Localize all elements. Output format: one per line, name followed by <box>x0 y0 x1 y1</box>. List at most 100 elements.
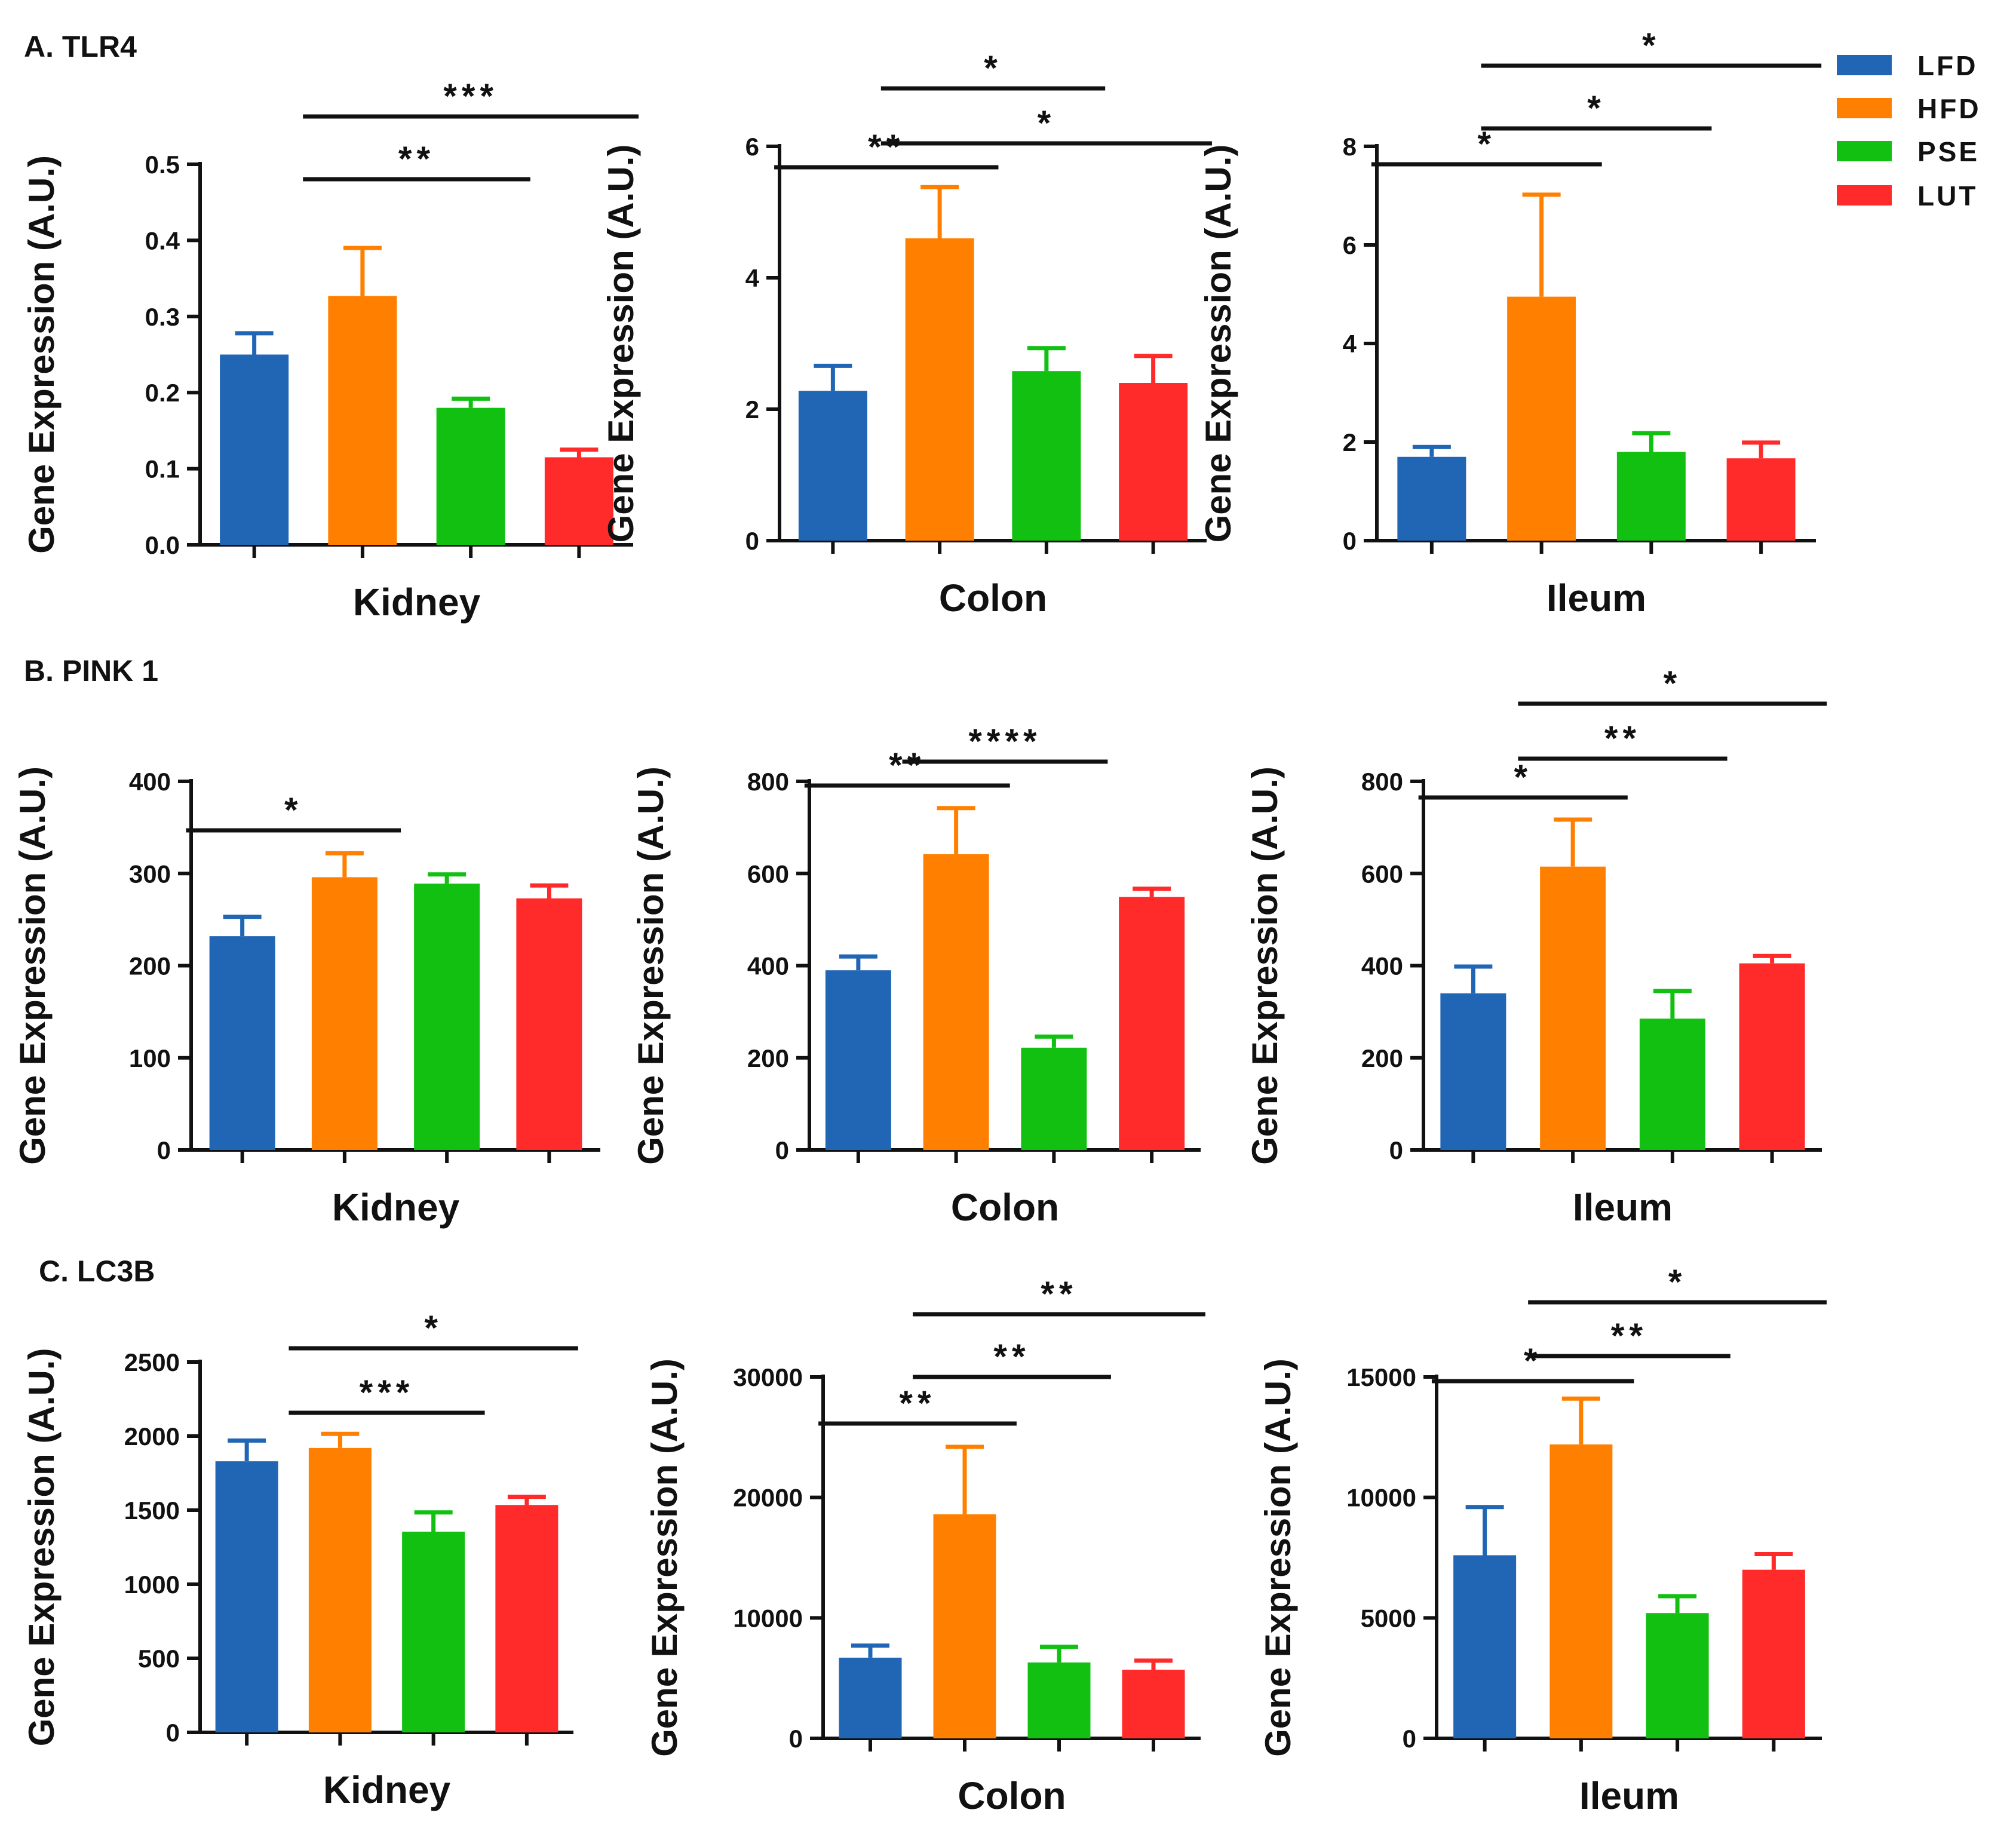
chart-tlr4-ileum: 0 2 4 6 8 * * * Ileum Gene Expression (A.U.) <box>1198 26 1822 619</box>
significance-label: * <box>1038 104 1056 143</box>
x-axis-label: Ileum <box>1573 1186 1673 1229</box>
y-tick-label: 8 <box>1343 133 1357 161</box>
x-axis-label: Ileum <box>1579 1774 1679 1817</box>
x-axis-label: Colon <box>951 1186 1059 1229</box>
y-tick-label: 20000 <box>733 1484 803 1512</box>
bar-lc3b-ileum-pse <box>1646 1613 1709 1738</box>
bar-lc3b-colon-hfd <box>933 1514 996 1738</box>
x-axis-label: Ileum <box>1546 576 1646 619</box>
row-label-pink1: B. PINK 1 <box>24 654 158 688</box>
legend-swatch-pse <box>1837 141 1892 161</box>
bar-lc3b-kidney-hfd <box>308 1447 372 1732</box>
legend-item-pse: PSE <box>1837 136 1977 167</box>
bar-pink1-ileum-lut <box>1739 963 1805 1150</box>
x-axis-label: Colon <box>939 576 1047 619</box>
significance-label: * <box>1587 89 1606 128</box>
y-axis-label: Gene Expression (A.U.) <box>22 1348 62 1747</box>
bar-lc3b-colon-pse <box>1027 1662 1091 1738</box>
bar-lc3b-ileum-lfd <box>1453 1555 1517 1738</box>
y-tick-label: 0 <box>166 1719 180 1747</box>
significance-label: ** <box>993 1338 1030 1376</box>
y-tick-label: 6 <box>745 133 759 161</box>
bar-tlr4-ileum-hfd <box>1507 296 1576 541</box>
legend-swatch-lfd <box>1837 55 1892 75</box>
bar-tlr4-kidney-lut <box>544 457 613 545</box>
y-tick-label: 1500 <box>124 1496 180 1525</box>
y-tick-label: 0.2 <box>145 379 180 407</box>
y-axis-label: Gene Expression (A.U.) <box>645 1358 685 1757</box>
significance-label: ** <box>899 1384 935 1423</box>
legend-item-lut: LUT <box>1837 180 1975 211</box>
y-tick-label: 400 <box>129 768 171 796</box>
bar-pink1-ileum-lfd <box>1440 993 1506 1150</box>
bar-tlr4-ileum-lut <box>1726 458 1796 541</box>
bar-tlr4-colon-lut <box>1119 383 1188 541</box>
bar-lc3b-colon-lfd <box>839 1657 902 1738</box>
y-tick-label: 0 <box>1403 1725 1416 1753</box>
y-tick-label: 500 <box>138 1645 180 1673</box>
significance-label: ** <box>1611 1317 1647 1355</box>
y-tick-label: 200 <box>1361 1044 1403 1072</box>
y-axis-label: Gene Expression (A.U.) <box>1258 1358 1298 1757</box>
y-axis-label: Gene Expression (A.U.) <box>1245 766 1285 1165</box>
significance-label: * <box>1477 125 1496 164</box>
bar-pink1-colon-lut <box>1119 897 1185 1150</box>
y-tick-label: 0.4 <box>145 226 180 254</box>
significance-label: * <box>1524 1342 1542 1381</box>
y-tick-label: 30000 <box>733 1363 803 1391</box>
bar-lc3b-kidney-lut <box>495 1505 559 1732</box>
bar-lc3b-colon-lut <box>1122 1670 1185 1738</box>
bar-tlr4-kidney-lfd <box>220 354 289 545</box>
bar-lc3b-kidney-lfd <box>215 1461 278 1732</box>
bar-tlr4-kidney-hfd <box>328 296 397 545</box>
bar-tlr4-colon-pse <box>1012 371 1081 541</box>
chart-tlr4-kidney: 0.0 0.1 0.2 0.3 0.4 0.5 ***** Kidney Gene Expres… <box>22 77 639 624</box>
significance-label: *** <box>443 77 498 116</box>
y-tick-label: 200 <box>129 952 171 980</box>
bar-pink1-colon-hfd <box>923 854 989 1150</box>
chart-pink1-kidney: 0 100 200 300 400 * Kidney Gene Expression (A.U… <box>13 766 600 1229</box>
y-tick-label: 0 <box>157 1136 171 1164</box>
bar-tlr4-colon-lfd <box>798 391 867 541</box>
bar-pink1-kidney-lut <box>516 898 582 1150</box>
legend-swatch-lut <box>1837 185 1892 205</box>
bar-lc3b-ileum-hfd <box>1549 1444 1613 1738</box>
bar-pink1-kidney-lfd <box>209 936 275 1150</box>
significance-label: * <box>284 791 303 830</box>
y-tick-label: 2500 <box>124 1348 180 1376</box>
significance-label: **** <box>968 722 1041 761</box>
y-tick-label: 2000 <box>124 1422 180 1450</box>
significance-label: * <box>984 49 1002 88</box>
y-tick-label: 5000 <box>1361 1604 1416 1632</box>
significance-label: ** <box>889 746 925 785</box>
y-tick-label: 0 <box>745 527 759 555</box>
y-tick-label: 2 <box>1343 428 1357 456</box>
legend-label-lfd: LFD <box>1917 50 1978 81</box>
y-tick-label: 2 <box>745 395 759 424</box>
y-tick-label: 10000 <box>733 1604 803 1632</box>
y-tick-label: 400 <box>1361 952 1403 980</box>
x-axis-label: Kidney <box>323 1768 451 1811</box>
y-axis-label: Gene Expression (A.U.) <box>1198 145 1238 543</box>
bar-tlr4-kidney-pse <box>436 407 505 545</box>
y-tick-label: 0.5 <box>145 151 180 179</box>
y-tick-label: 15000 <box>1346 1363 1416 1391</box>
x-axis-label: Colon <box>958 1774 1066 1817</box>
y-tick-label: 0.1 <box>145 455 180 483</box>
bar-pink1-ileum-hfd <box>1540 866 1606 1150</box>
y-tick-label: 200 <box>747 1044 789 1072</box>
significance-label: ** <box>868 128 904 167</box>
y-tick-label: 1000 <box>124 1571 180 1599</box>
bar-tlr4-colon-hfd <box>905 238 974 541</box>
y-tick-label: 800 <box>747 768 789 796</box>
bar-tlr4-ileum-pse <box>1616 452 1686 541</box>
y-axis-label: Gene Expression (A.U.) <box>601 145 641 543</box>
y-tick-label: 600 <box>1361 860 1403 888</box>
bar-lc3b-ileum-lut <box>1742 1569 1805 1738</box>
significance-label: * <box>1514 758 1532 797</box>
y-axis-label: Gene Expression (A.U.) <box>13 766 53 1165</box>
